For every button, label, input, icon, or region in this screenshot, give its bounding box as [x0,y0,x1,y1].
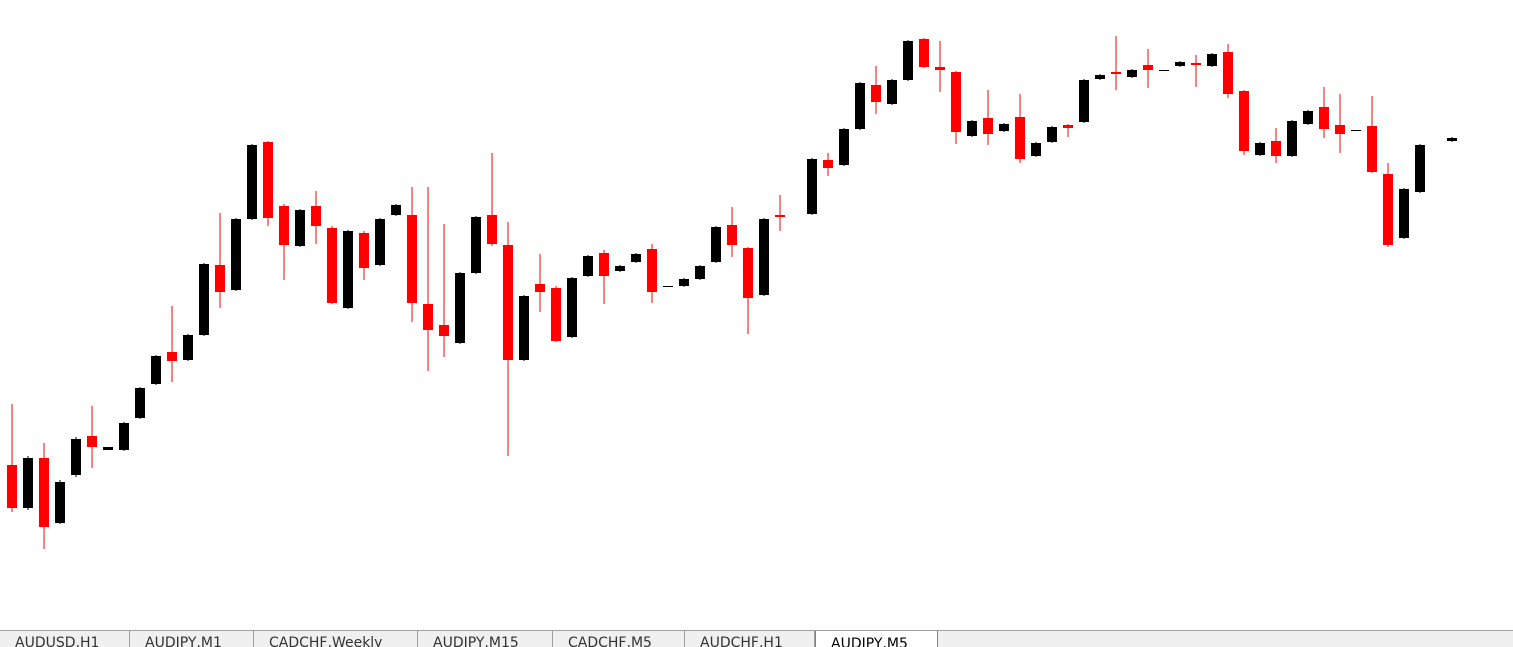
candle-body [999,124,1009,131]
candle-body [279,206,289,245]
candle-body [135,388,145,418]
candle-body [1127,70,1137,77]
candle-body [663,286,673,287]
candle-body [7,465,17,508]
candle-body [1415,145,1425,192]
candle-body [567,278,577,337]
candle-body [407,215,417,303]
candle-body [55,482,65,523]
candle-body [39,458,49,527]
candle-body [455,273,465,343]
candle-body [423,304,433,330]
chart [7,36,1457,549]
candle-body [743,248,753,298]
chart-tab[interactable]: AUDJPY,M15 [418,631,553,647]
candle-body [1319,107,1329,129]
candle-body [1271,141,1281,156]
candle-body [439,325,449,336]
candle-body [823,160,833,168]
candle-body [1031,143,1041,156]
candle-body [1223,52,1233,94]
candle-body [951,72,961,132]
candle-body [1047,127,1057,142]
candle-body [551,288,561,341]
chart-tab[interactable]: CADCHF,M5 [553,631,685,647]
candle-body [71,439,81,475]
candle-body [103,447,113,450]
candle-body [295,210,305,246]
candle-body [807,159,817,214]
candle-body [1095,75,1105,79]
candle-body [615,266,625,271]
candle-body [263,142,273,218]
candle-body [87,436,97,447]
candle-body [327,228,337,303]
candle-body [1303,111,1313,124]
candle-body [1159,70,1169,71]
candle-body [983,118,993,134]
candle-body [471,217,481,273]
tab-bar: AUDUSD,H1 AUDJPY,M1 CADCHF,Weekly AUDJPY,M1… [0,630,1513,647]
candle-body [1239,91,1249,151]
chart-tab[interactable]: CADCHF,Weekly [254,631,418,647]
candle-body [711,227,721,262]
candle-body [1255,143,1265,155]
candle-body [1191,63,1201,65]
candle-body [903,41,913,80]
chart-tab[interactable]: AUDJPY,M1 [130,631,254,647]
chart-tab[interactable]: AUDUSD,H1 [0,631,130,647]
candle-body [1175,62,1185,66]
candle-body [935,67,945,70]
candle-body [871,85,881,102]
candle-body [1143,65,1153,70]
chart-tab[interactable]: AUDJPY,M5 [815,631,938,647]
candle-body [391,205,401,215]
candle-body [151,356,161,384]
candle-body [775,215,785,217]
candle-body [1367,126,1377,172]
candle-body [231,219,241,290]
candle-body [1287,121,1297,156]
candle-body [759,219,769,295]
candle-body [631,254,641,262]
candle-body [919,39,929,67]
candle-body [583,256,593,276]
candle-body [359,233,369,268]
candle-body [727,225,737,245]
candle-body [1399,189,1409,238]
candle-body [375,219,385,265]
candle-body [519,296,529,360]
candle-body [695,266,705,279]
candle-body [1351,130,1361,131]
candle-body [247,145,257,219]
candle-body [1111,72,1121,74]
candle-body [215,265,225,292]
candle-body [167,352,177,361]
candle-body [183,335,193,360]
candle-body [647,249,657,292]
candle-body [1383,174,1393,245]
candle-body [23,458,33,508]
chart-tab[interactable]: AUDCHF,H1 [685,631,815,647]
candle-body [311,206,321,226]
candle-body [967,121,977,136]
candle-body [487,215,497,244]
candle-body [1447,138,1457,141]
candle-body [199,264,209,335]
candle-body [839,129,849,165]
candle-body [119,423,129,450]
candle-body [1063,125,1073,128]
candle-body [1079,80,1089,122]
candle-body [887,80,897,104]
candle-body [679,279,689,286]
candle-body [343,231,353,308]
candle-body [1015,117,1025,159]
candle-body [535,284,545,292]
candle-body [503,245,513,360]
candle-body [599,253,609,276]
candle-body [855,83,865,129]
candle-body [1335,125,1345,134]
candle-body [1207,54,1217,66]
